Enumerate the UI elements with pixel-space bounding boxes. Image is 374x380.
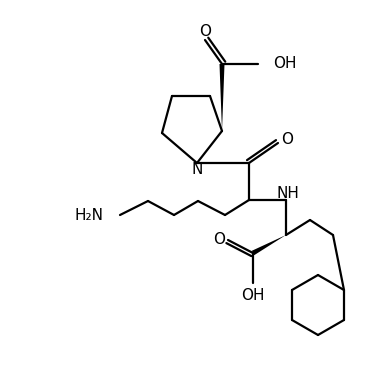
Text: OH: OH (273, 57, 297, 71)
Polygon shape (220, 64, 224, 131)
Text: N: N (191, 163, 203, 177)
Text: O: O (213, 233, 225, 247)
Polygon shape (252, 235, 286, 255)
Text: NH: NH (276, 185, 300, 201)
Text: H₂N: H₂N (75, 207, 104, 223)
Text: O: O (281, 133, 293, 147)
Text: OH: OH (241, 288, 265, 302)
Text: O: O (199, 24, 211, 38)
